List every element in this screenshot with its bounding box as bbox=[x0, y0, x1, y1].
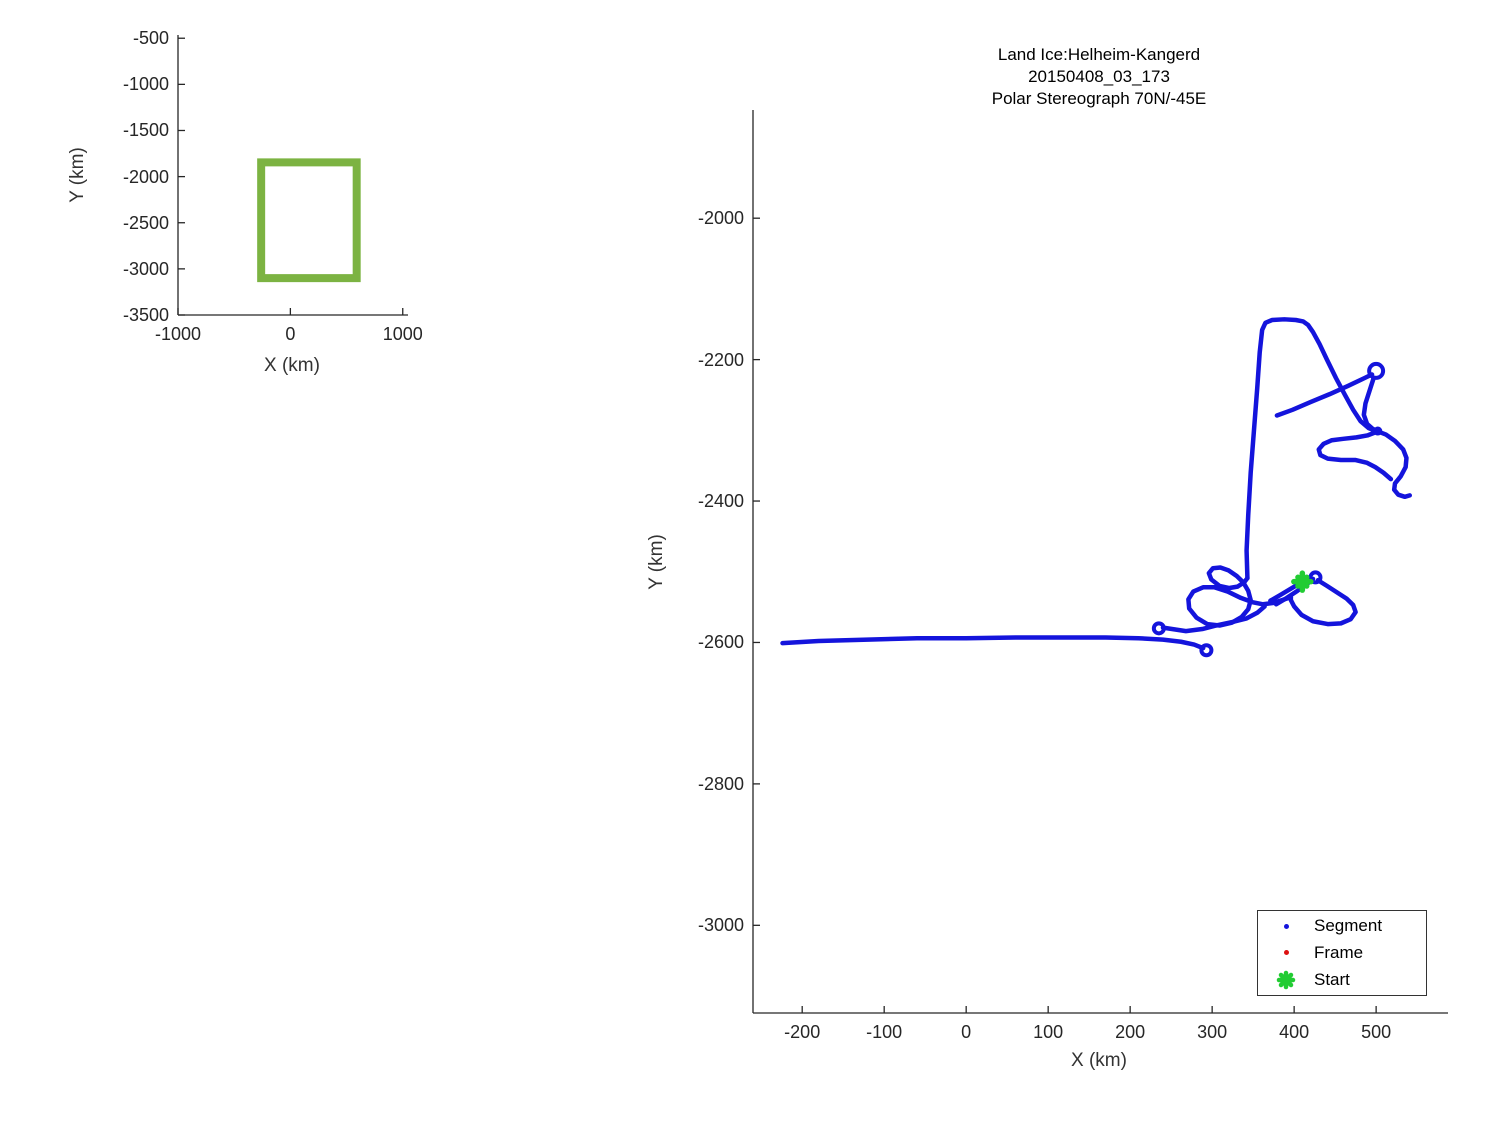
main-x-tick-label: 400 bbox=[1279, 1022, 1310, 1042]
turn-circle bbox=[1308, 570, 1323, 585]
main-y-tick-label: -2600 bbox=[697, 632, 744, 653]
main-y-tick-label: -2400 bbox=[697, 491, 744, 512]
inset-x-tick-label: 1000 bbox=[382, 324, 423, 344]
legend-item-segment: Segment bbox=[1258, 913, 1426, 939]
flight-track-segment bbox=[1244, 317, 1379, 581]
start-marker bbox=[1291, 570, 1314, 593]
inset-x-tick-label: -1000 bbox=[154, 324, 202, 344]
inset-y-tick-label: -3500 bbox=[122, 305, 169, 325]
flight-track-segment bbox=[780, 635, 1206, 651]
main-title-line-1: Land Ice:Helheim-Kangerd bbox=[997, 45, 1201, 64]
inset-y-tick-label: -2000 bbox=[122, 166, 169, 187]
main-x-tick-label: 100 bbox=[1033, 1022, 1064, 1042]
flight-track-segment bbox=[1288, 577, 1358, 627]
flight-track-segment bbox=[1316, 429, 1394, 482]
main-y-axis-label: Y (km) bbox=[646, 534, 667, 590]
turn-circle bbox=[1199, 643, 1214, 658]
main-title-line-2: 20150408_03_173 bbox=[1028, 67, 1170, 86]
main-title-line-3: Polar Stereograph 70N/-45E bbox=[991, 89, 1207, 108]
flight-track-segment bbox=[1274, 372, 1375, 418]
main-x-tick-label: 0 bbox=[961, 1022, 972, 1042]
legend-label-start: Start bbox=[1314, 969, 1350, 989]
turn-circle bbox=[1367, 361, 1386, 380]
inset-y-tick-label: -3000 bbox=[122, 258, 169, 279]
inset-y-axis-label: Y (km) bbox=[67, 147, 88, 203]
legend-label-segment: Segment bbox=[1314, 916, 1383, 936]
legend-item-frame: Frame bbox=[1258, 940, 1426, 966]
main-y-tick-label: -2200 bbox=[697, 349, 744, 370]
main-x-tick-label: -200 bbox=[784, 1022, 821, 1042]
flight-track-segment bbox=[1361, 375, 1380, 434]
start-star-icon bbox=[1258, 969, 1314, 991]
main-x-tick-label: 500 bbox=[1361, 1022, 1392, 1042]
inset-y-tick-label: -500 bbox=[132, 28, 169, 49]
flight-track-segment bbox=[1374, 428, 1412, 500]
turn-circle bbox=[1151, 621, 1166, 636]
flight-track-segment bbox=[1186, 565, 1294, 628]
track-junction-blob bbox=[1373, 426, 1383, 436]
inset-y-tick-label: -2500 bbox=[122, 212, 169, 233]
main-y-tick-label: -2800 bbox=[697, 773, 744, 794]
inset-x-tick-label: 0 bbox=[285, 324, 296, 344]
legend: Segment Frame Start bbox=[1257, 910, 1427, 996]
main-x-tick-label: 200 bbox=[1115, 1022, 1146, 1042]
main-x-axis-label: X (km) bbox=[1071, 1050, 1127, 1071]
frame-dot-icon bbox=[1258, 950, 1314, 956]
legend-label-frame: Frame bbox=[1314, 942, 1364, 962]
main-x-tick-label: -100 bbox=[866, 1022, 903, 1042]
inset-y-tick-label: -1000 bbox=[122, 74, 169, 95]
main-x-tick-label: 300 bbox=[1197, 1022, 1228, 1042]
inset-x-axis-label: X (km) bbox=[264, 355, 320, 376]
main-y-tick-label: -2000 bbox=[697, 208, 744, 229]
inset-y-tick-label: -1500 bbox=[122, 120, 169, 141]
main-y-tick-label: -3000 bbox=[697, 915, 744, 936]
legend-item-start: Start bbox=[1258, 967, 1426, 993]
segment-dot-icon bbox=[1258, 923, 1314, 929]
